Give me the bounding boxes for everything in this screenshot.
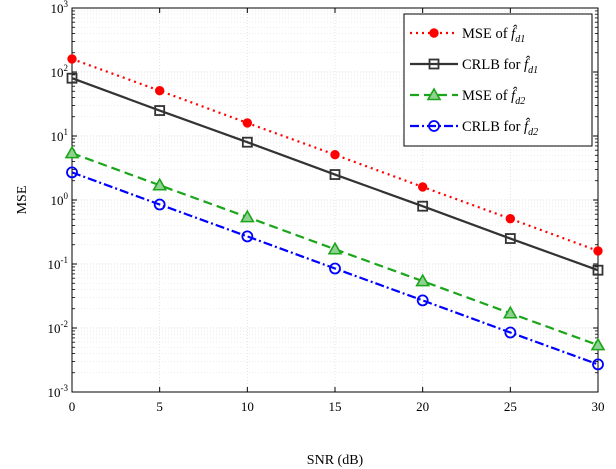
ticks: 0 5 10 15 20 25 30 10-3 10-2 10-1 100 101 102 103 bbox=[48, 0, 605, 414]
data-point bbox=[592, 358, 604, 371]
data-point bbox=[593, 246, 603, 256]
y-tick-label: 102 bbox=[51, 63, 69, 80]
x-tick-label: 15 bbox=[329, 399, 342, 414]
y-tick-label: 10-3 bbox=[48, 383, 69, 400]
data-point bbox=[417, 182, 428, 192]
data-point bbox=[592, 264, 604, 276]
series-line bbox=[71, 77, 599, 272]
data-point bbox=[329, 169, 341, 180]
data-point bbox=[242, 118, 253, 128]
data-point bbox=[241, 136, 253, 148]
data-point bbox=[428, 120, 440, 132]
legend-label: MSE of f̂d2 bbox=[462, 87, 525, 107]
data-point bbox=[504, 326, 517, 339]
legend-label: CRLB for f̂d1 bbox=[462, 56, 538, 76]
y-tick-label: 103 bbox=[51, 0, 69, 16]
data-point bbox=[154, 86, 165, 96]
data-point bbox=[329, 262, 341, 275]
series-1 bbox=[67, 54, 603, 256]
legend-entry-4: CRLB for f̂d2 bbox=[410, 118, 538, 138]
data-point bbox=[239, 209, 255, 223]
data-point bbox=[153, 198, 166, 211]
x-tick-label: 0 bbox=[69, 399, 76, 414]
series-2 bbox=[66, 72, 604, 276]
data-point bbox=[330, 150, 340, 160]
data-point bbox=[64, 145, 80, 159]
legend-entry-2: CRLB for f̂d1 bbox=[410, 56, 538, 76]
x-tick-label: 20 bbox=[416, 399, 429, 414]
series-3 bbox=[64, 145, 606, 351]
y-axis-label: MSE bbox=[15, 186, 30, 215]
x-tick-label: 25 bbox=[504, 399, 517, 414]
series-4 bbox=[66, 166, 604, 371]
legend-entry-3: MSE of f̂d2 bbox=[410, 87, 525, 107]
x-tick-label: 30 bbox=[592, 399, 605, 414]
data-point bbox=[152, 177, 168, 191]
data-point bbox=[66, 166, 78, 179]
data-point bbox=[416, 294, 429, 307]
data-point bbox=[426, 87, 442, 101]
data-point bbox=[429, 28, 439, 38]
data-point bbox=[415, 273, 431, 287]
legend-entry-1: MSE of f̂d1 bbox=[410, 25, 525, 45]
data-point bbox=[590, 337, 606, 351]
y-tick-label: 101 bbox=[51, 127, 69, 144]
y-tick-label: 10-1 bbox=[48, 255, 69, 272]
data-point bbox=[504, 233, 516, 244]
data-point bbox=[67, 54, 77, 64]
data-point bbox=[505, 214, 516, 224]
y-tick-label: 10-2 bbox=[48, 319, 69, 336]
series bbox=[64, 54, 606, 371]
data-point bbox=[428, 58, 440, 70]
series-line bbox=[71, 171, 599, 366]
x-tick-label: 10 bbox=[241, 399, 254, 414]
data-point bbox=[502, 305, 518, 319]
legend-label: CRLB for f̂d2 bbox=[462, 118, 538, 138]
legend: MSE of f̂d1 CRLB for f̂d1 MSE of f̂d2 CRLB … bbox=[403, 13, 593, 147]
data-point bbox=[66, 72, 78, 84]
data-point bbox=[154, 105, 166, 116]
y-tick-label: 100 bbox=[51, 191, 69, 208]
data-point bbox=[327, 241, 343, 255]
x-axis-label: SNR (dB) bbox=[307, 453, 364, 468]
data-point bbox=[241, 230, 254, 243]
data-point bbox=[417, 200, 429, 212]
legend-label: MSE of f̂d1 bbox=[462, 25, 525, 45]
x-tick-label: 5 bbox=[156, 399, 163, 414]
